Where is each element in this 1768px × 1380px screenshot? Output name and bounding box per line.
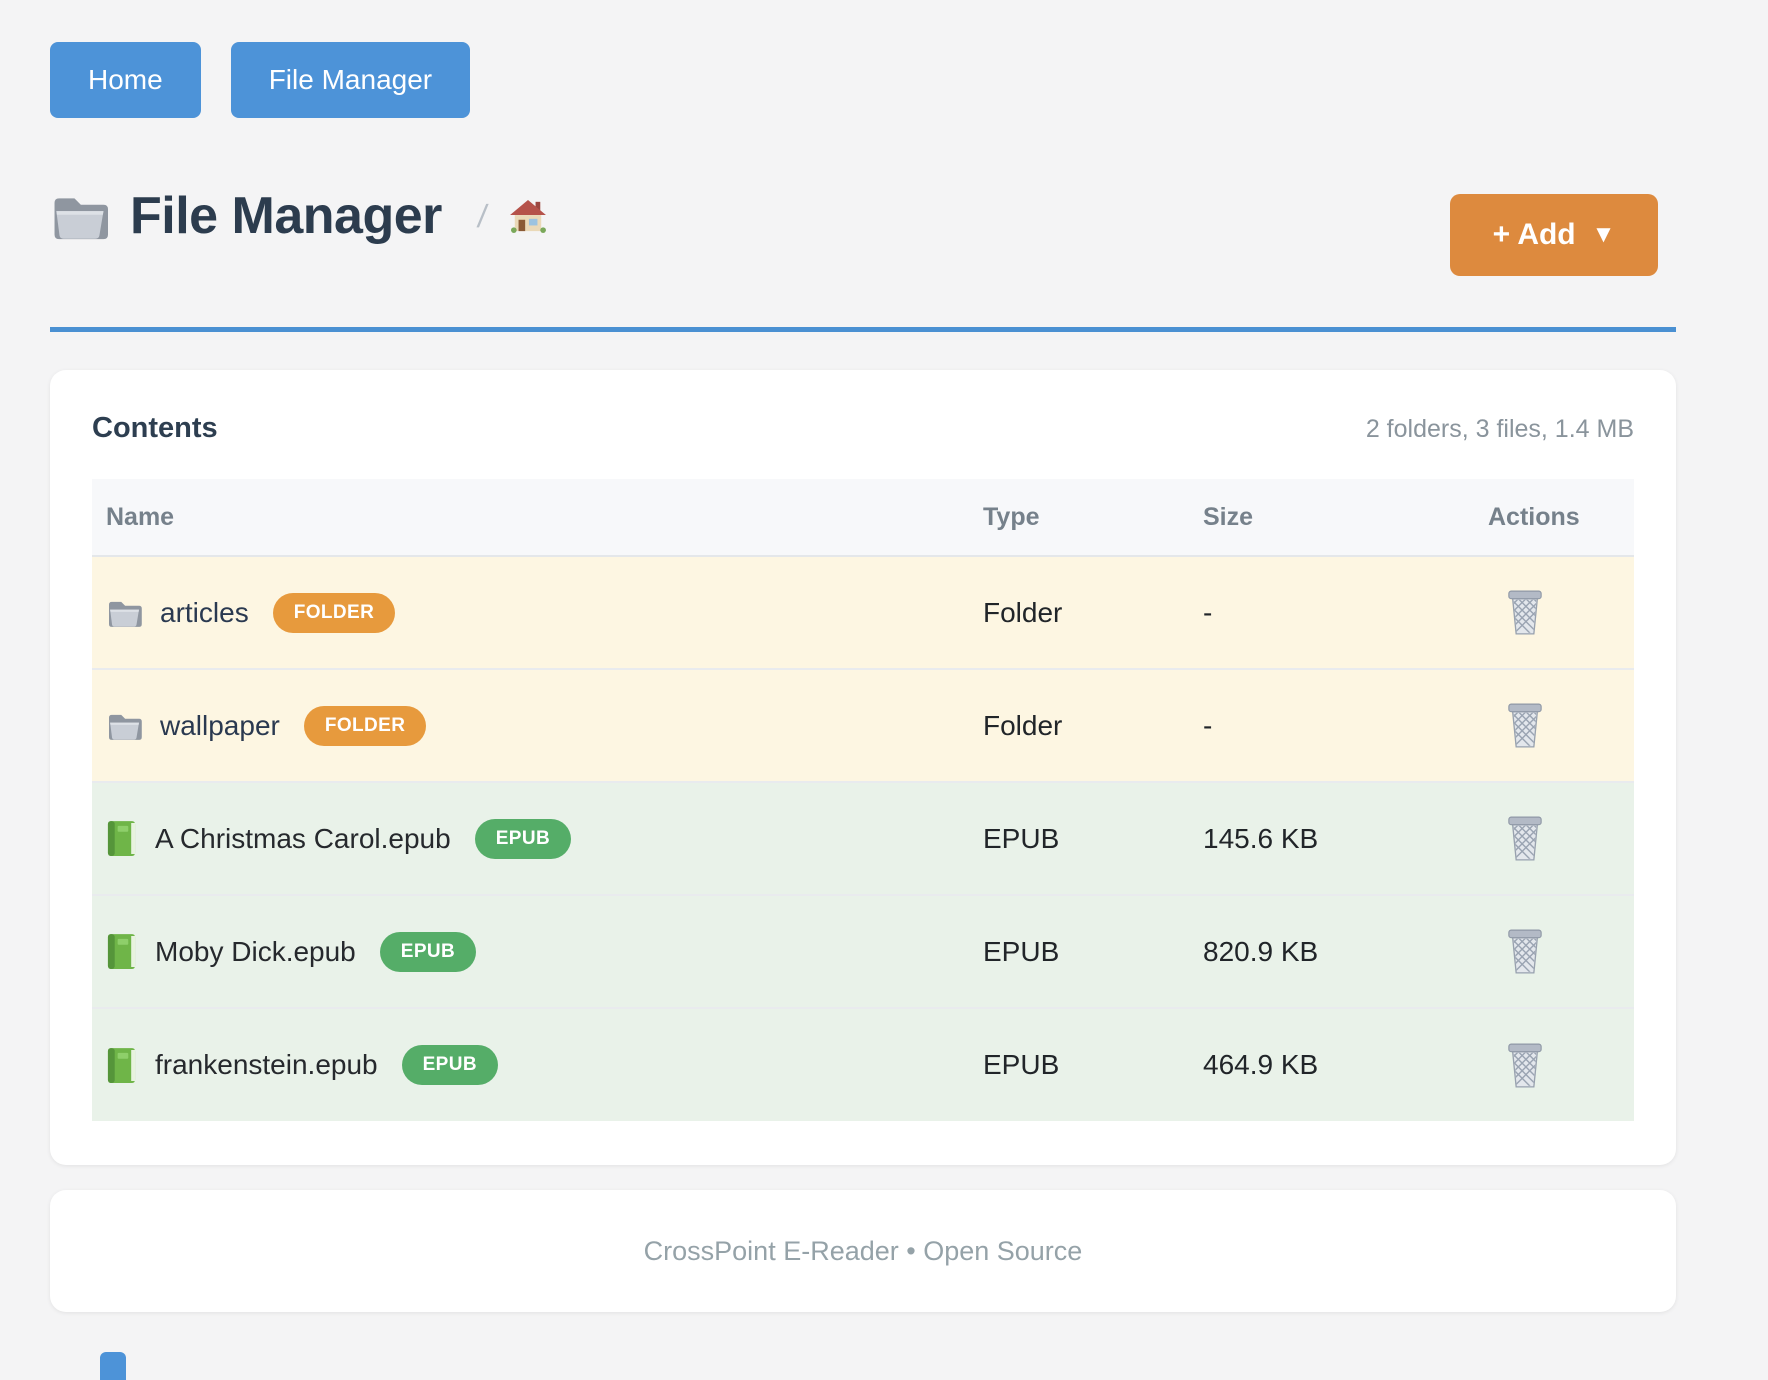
item-name-link[interactable]: wallpaper	[160, 709, 280, 741]
item-size: 820.9 KB	[1189, 894, 1474, 1008]
type-badge: FOLDER	[272, 592, 396, 633]
table-row: wallpaper FOLDER Folder -	[92, 668, 1634, 782]
table-row: A Christmas Carol.epub EPUB EPUB 145.6 K…	[92, 781, 1634, 895]
folder-icon	[50, 192, 108, 241]
file-table: Name Type Size Actions articles FOLDER F…	[92, 479, 1634, 1121]
home-button[interactable]: Home	[50, 42, 201, 118]
home-icon[interactable]	[509, 199, 547, 233]
delete-button[interactable]	[1506, 929, 1544, 974]
type-badge: EPUB	[401, 1045, 498, 1085]
contents-card: Contents 2 folders, 3 files, 1.4 MB Name…	[50, 370, 1676, 1165]
partial-button[interactable]	[100, 1352, 126, 1380]
top-nav: Home File Manager	[50, 42, 471, 118]
item-type: Folder	[969, 556, 1189, 669]
item-size: -	[1189, 556, 1474, 669]
folder-icon	[106, 598, 142, 628]
table-header-row: Name Type Size Actions	[92, 479, 1634, 557]
book-icon	[106, 933, 137, 970]
page-title: File Manager	[130, 187, 442, 245]
trash-icon	[1506, 816, 1544, 861]
add-button-label: + Add	[1492, 218, 1576, 251]
delete-button[interactable]	[1506, 816, 1544, 861]
trash-icon	[1506, 1043, 1544, 1088]
item-size: -	[1189, 668, 1474, 782]
book-icon	[106, 1047, 137, 1084]
breadcrumb-separator: /	[475, 197, 490, 234]
column-header-actions: Actions	[1474, 479, 1634, 557]
table-row: frankenstein.epub EPUB EPUB 464.9 KB	[92, 1007, 1634, 1121]
column-header-name: Name	[92, 479, 969, 557]
contents-summary: 2 folders, 3 files, 1.4 MB	[1365, 415, 1634, 443]
item-size: 464.9 KB	[1189, 1007, 1474, 1121]
column-header-size: Size	[1189, 479, 1474, 557]
column-header-type: Type	[969, 479, 1189, 557]
contents-header: Contents 2 folders, 3 files, 1.4 MB	[92, 412, 1634, 445]
type-badge: EPUB	[474, 818, 572, 859]
page-header: File Manager /	[50, 186, 547, 246]
header-divider	[50, 327, 1676, 332]
trash-icon	[1506, 703, 1544, 748]
chevron-down-icon: ▼	[1591, 221, 1616, 248]
trash-icon	[1506, 590, 1544, 635]
footer-card: CrossPoint E-Reader • Open Source	[50, 1190, 1676, 1312]
type-badge: EPUB	[379, 931, 477, 972]
file-manager-button[interactable]: File Manager	[230, 42, 471, 118]
book-icon	[106, 820, 137, 857]
item-type: Folder	[969, 668, 1189, 782]
delete-button[interactable]	[1506, 590, 1544, 635]
folder-icon	[106, 711, 142, 741]
item-size: 145.6 KB	[1189, 781, 1474, 895]
table-row: Moby Dick.epub EPUB EPUB 820.9 KB	[92, 894, 1634, 1008]
item-name-link[interactable]: frankenstein.epub	[155, 1049, 378, 1080]
item-type: EPUB	[969, 1007, 1189, 1121]
delete-button[interactable]	[1506, 703, 1544, 748]
item-name-link[interactable]: A Christmas Carol.epub	[155, 822, 451, 854]
item-type: EPUB	[969, 781, 1189, 895]
footer-text: CrossPoint E-Reader • Open Source	[643, 1235, 1083, 1266]
type-badge: FOLDER	[303, 705, 427, 746]
item-name-link[interactable]: Moby Dick.epub	[155, 935, 356, 967]
item-name-link[interactable]: articles	[160, 596, 249, 628]
add-button[interactable]: + Add ▼	[1450, 194, 1658, 276]
table-row: articles FOLDER Folder -	[92, 556, 1634, 669]
delete-button[interactable]	[1506, 1043, 1544, 1088]
trash-icon	[1506, 929, 1544, 974]
contents-title: Contents	[92, 412, 218, 444]
item-type: EPUB	[969, 894, 1189, 1008]
